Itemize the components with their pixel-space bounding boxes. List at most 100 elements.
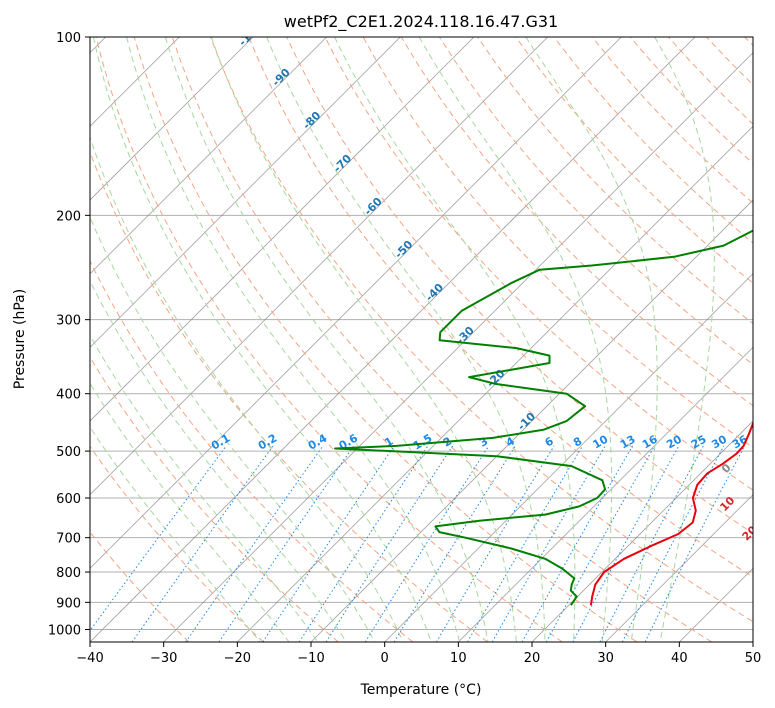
isotherm-line	[163, 52, 753, 642]
moist-adiabat-line	[126, 37, 461, 642]
isotherm-label: -80	[300, 109, 323, 132]
isotherm-line	[90, 37, 401, 348]
isotherm-label: -90	[270, 66, 293, 89]
moist-adiabat-line	[164, 37, 489, 642]
isotherm-line	[458, 346, 753, 642]
moist-adiabat-line	[90, 279, 347, 642]
mixing-ratio-label: 0.4	[306, 431, 330, 452]
isotherm-line	[679, 567, 753, 642]
isotherm-line	[90, 37, 475, 422]
moist-adiabat-line	[525, 37, 658, 642]
x-tick-label: 50	[745, 651, 762, 666]
mixing-ratio-line	[467, 445, 584, 642]
mixing-ratio-label: 3	[477, 435, 490, 450]
pressure-gridlines	[90, 37, 753, 630]
isotherm-line	[90, 37, 548, 496]
mixing-ratio-label: 8	[571, 435, 584, 450]
mixing-ratio-label: 6	[543, 434, 556, 449]
y-tick-label: 800	[56, 566, 81, 581]
mixing-ratio-label: 10	[591, 432, 611, 451]
y-tick-label: 600	[56, 492, 81, 507]
y-axis: 100 200 300 400 500 600 700 800 900 1000	[48, 31, 90, 638]
isotherm-label: -10	[515, 410, 538, 433]
mixing-ratio-line	[435, 445, 555, 642]
temperature-profile-line	[589, 420, 753, 606]
x-tick-label: 40	[671, 651, 688, 666]
mixing-ratio-label: 0.1	[209, 432, 232, 453]
moist-adiabat-line	[90, 382, 290, 642]
dry-adiabat-line	[133, 37, 638, 642]
moist-adiabat-line	[90, 215, 376, 642]
dry-adiabat-line	[706, 37, 753, 86]
x-axis-label: Temperature (°C)	[360, 682, 482, 698]
mixing-ratio-label: 30	[709, 432, 729, 451]
dry-adiabat-line	[668, 37, 753, 125]
sounding-profiles	[334, 229, 753, 606]
isotherm-line	[384, 273, 753, 642]
moist-adiabat-line	[418, 37, 613, 642]
moist-adiabat-line	[654, 37, 715, 642]
moist-adiabat-line	[90, 334, 319, 642]
dry-adiabat-line	[90, 356, 339, 642]
mixing-ratio-line	[185, 445, 324, 642]
dry-adiabat-line	[515, 37, 753, 284]
mixing-ratio-line	[393, 445, 516, 642]
dry-adiabat-line	[744, 37, 753, 47]
y-tick-label: 300	[56, 314, 81, 329]
moist-adiabats	[90, 37, 715, 642]
skewed-isotherms	[90, 37, 753, 642]
mixing-ratio-line	[644, 445, 746, 642]
y-tick-label: 200	[56, 209, 81, 224]
mixing-ratio-line	[90, 445, 227, 632]
moist-adiabat-line	[210, 37, 517, 642]
isotherm-labels: -100-90-80-70-60-50-40-30-20-10	[236, 20, 538, 433]
dry-adiabat-line	[90, 445, 264, 642]
mixing-ratio-line	[325, 445, 454, 642]
dry-adiabat-line	[591, 37, 753, 204]
x-tick-label: −20	[224, 651, 251, 666]
isotherm-line	[90, 37, 622, 569]
dewpoint-profile-line	[334, 229, 753, 606]
mixing-ratio-label: 13	[618, 433, 638, 452]
x-axis: −40 −30 −20 −10 0 10 20 30 40 50	[76, 642, 761, 666]
mixing-ratio-line	[521, 445, 633, 642]
mixing-ratio-label: 0.2	[256, 432, 279, 453]
isotherm-line	[90, 37, 254, 201]
chart-title: wetPf2_C2E1.2024.118.16.47.G31	[284, 12, 558, 32]
isotherm-line	[237, 125, 753, 642]
mixing-ratio-line	[545, 445, 656, 642]
dry-adiabat-line	[171, 37, 712, 642]
isotherm-line	[90, 37, 327, 275]
moist-adiabat-line	[90, 135, 404, 642]
dry-adiabats	[90, 37, 753, 642]
isotherm-line	[605, 494, 753, 642]
moist-adiabat-line	[266, 37, 546, 642]
mixing-ratio-line	[218, 445, 355, 642]
mixing-ratio-lines	[90, 445, 746, 642]
isotherm-label: -100	[236, 20, 265, 49]
dry-adiabat-line	[248, 37, 753, 578]
x-tick-label: −40	[76, 651, 103, 666]
mixing-ratio-line	[262, 445, 395, 642]
dry-adiabat-line	[324, 37, 753, 491]
dry-adiabat-line	[95, 37, 563, 642]
mixing-ratio-line	[621, 445, 725, 642]
isotherm-label: -40	[423, 281, 446, 304]
mixing-ratio-line	[131, 445, 274, 642]
x-tick-label: −30	[150, 651, 177, 666]
y-tick-label: 900	[56, 596, 81, 611]
theta-label: 30	[765, 549, 775, 569]
isotherm-line	[752, 641, 753, 642]
mixing-ratio-label: 25	[689, 433, 709, 452]
dry-adiabat-line	[90, 531, 190, 642]
x-tick-label: 0	[381, 651, 389, 666]
y-tick-label: 1000	[48, 623, 81, 638]
theta-label: 0	[719, 461, 734, 476]
isotherm-line	[310, 199, 753, 642]
moist-adiabat-line	[92, 37, 432, 642]
x-tick-label: 20	[524, 651, 541, 666]
mixing-ratio-line	[599, 445, 704, 642]
y-tick-label: 100	[56, 31, 81, 46]
x-tick-label: 30	[597, 651, 614, 666]
